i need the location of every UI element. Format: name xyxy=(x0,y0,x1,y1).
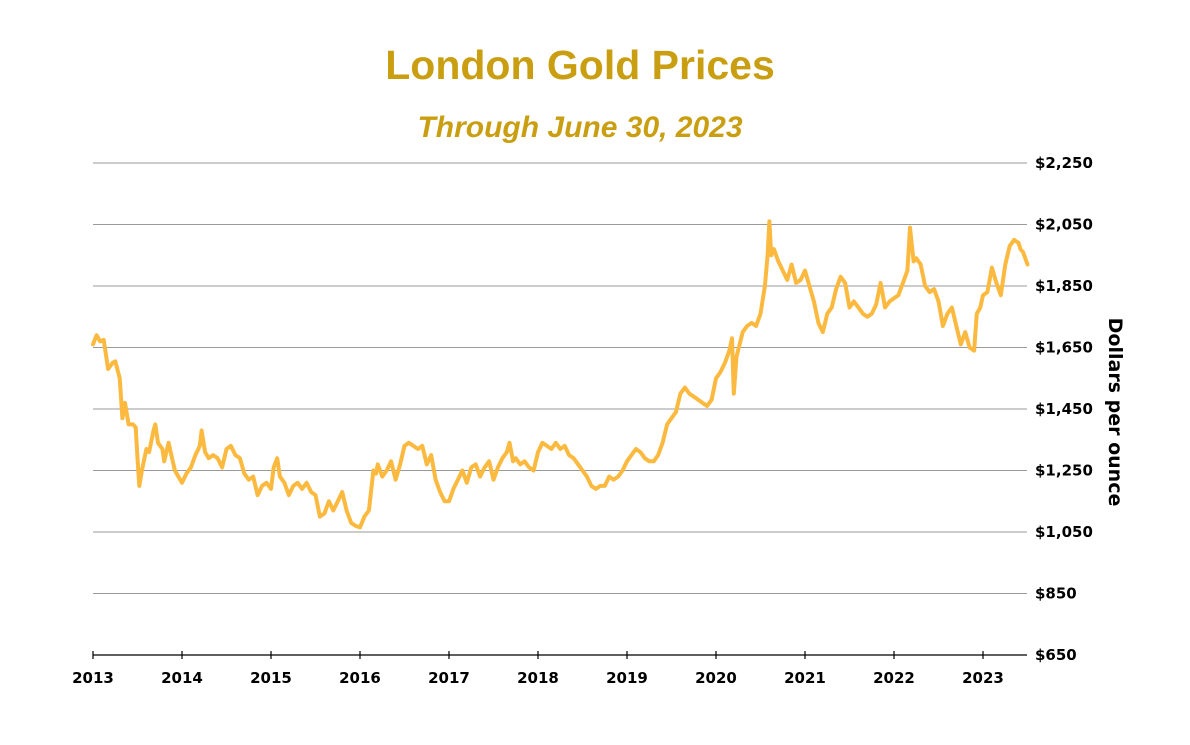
y-tick-label: $2,050 xyxy=(1035,216,1093,234)
x-tick-label: 2021 xyxy=(784,669,826,687)
x-tick-label: 2013 xyxy=(72,669,114,687)
y-tick-label: $650 xyxy=(1035,646,1077,664)
gold-price-line xyxy=(91,219,1030,530)
y-tick-label: $1,650 xyxy=(1035,339,1093,357)
x-tick-label: 2020 xyxy=(695,669,737,687)
y-tick-label: $1,450 xyxy=(1035,400,1093,418)
x-tick-label: 2017 xyxy=(428,669,470,687)
gridlines xyxy=(93,162,1027,594)
x-tick-label: 2023 xyxy=(962,669,1004,687)
y-axis: $650 $850 $1,050 $1,250 $1,450 $1,650 $1,850 $2… xyxy=(1035,154,1093,664)
y-tick-label: $2,250 xyxy=(1035,154,1093,172)
x-tick-label: 2022 xyxy=(873,669,915,687)
x-tick-label: 2018 xyxy=(517,669,559,687)
y-axis-label: Dollars per ounce xyxy=(1104,318,1126,507)
y-tick-label: $850 xyxy=(1035,585,1077,603)
y-tick-label: $1,050 xyxy=(1035,523,1093,541)
y-tick-label: $1,850 xyxy=(1035,277,1093,295)
chart-subtitle: Through June 30, 2023 xyxy=(417,111,743,144)
x-tick-label: 2019 xyxy=(606,669,648,687)
x-tick-label: 2015 xyxy=(250,669,292,687)
x-tick-label: 2014 xyxy=(161,669,203,687)
y-tick-label: $1,250 xyxy=(1035,462,1093,480)
chart-title: London Gold Prices xyxy=(385,42,775,88)
x-axis: 2013 2014 2015 2016 2017 2018 2019 2020 2021 2022… xyxy=(72,651,1027,687)
x-tick-label: 2016 xyxy=(339,669,381,687)
plot-area xyxy=(91,219,1030,530)
